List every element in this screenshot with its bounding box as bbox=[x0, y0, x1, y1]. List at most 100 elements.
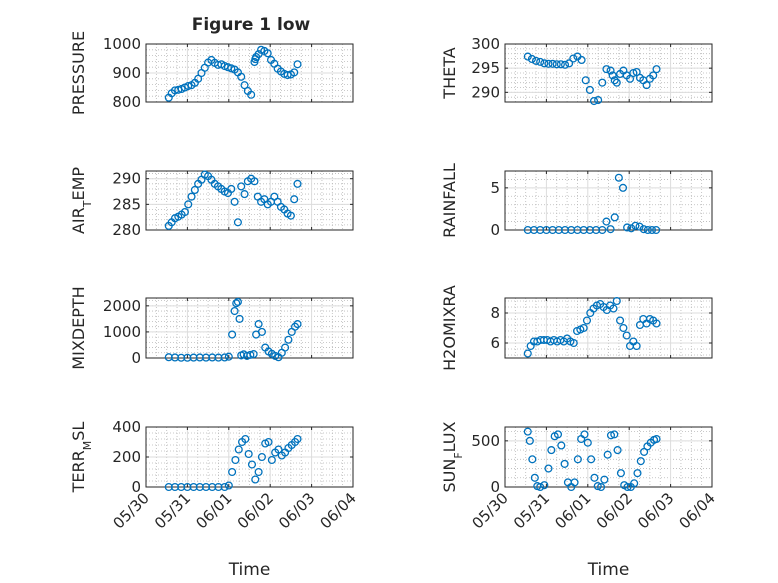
subplot-8: 0500SUNFLUX05/3005/3106/0106/0206/0306/0… bbox=[440, 421, 719, 580]
data-point bbox=[598, 225, 607, 235]
data-point bbox=[630, 479, 639, 488]
data-point bbox=[600, 475, 609, 484]
data-point bbox=[523, 52, 532, 61]
data-point bbox=[250, 177, 259, 186]
data-point bbox=[585, 85, 594, 94]
data-point bbox=[249, 350, 258, 359]
y-tick-label: 200 bbox=[112, 448, 141, 466]
data-point bbox=[577, 55, 586, 64]
axes-box bbox=[504, 43, 713, 103]
data-point bbox=[230, 306, 239, 316]
data-point bbox=[631, 221, 640, 230]
data-point bbox=[579, 323, 588, 333]
y-tick-label: 295 bbox=[471, 59, 500, 77]
data-point bbox=[523, 427, 532, 436]
y-tick-label: 400 bbox=[112, 418, 141, 436]
y-axis-label-main: AIR bbox=[69, 207, 88, 234]
data-point bbox=[652, 225, 661, 235]
data-point bbox=[234, 445, 243, 454]
data-point bbox=[587, 455, 596, 464]
data-point bbox=[293, 434, 302, 444]
data-point bbox=[547, 446, 556, 455]
data-point bbox=[643, 225, 652, 235]
data-point bbox=[244, 449, 253, 459]
data-point bbox=[233, 297, 242, 306]
y-axis-label-subscript: T bbox=[81, 200, 94, 208]
data-point bbox=[240, 190, 249, 199]
data-point bbox=[254, 320, 263, 329]
data-point bbox=[548, 59, 557, 68]
data-point bbox=[610, 213, 619, 222]
y-tick-label: 1000 bbox=[103, 323, 141, 341]
data-point bbox=[274, 445, 283, 454]
data-point bbox=[553, 430, 563, 439]
y-axis-label: RAINFALL bbox=[440, 163, 459, 238]
data-point bbox=[544, 464, 553, 473]
figure-title: Figure 1 low bbox=[192, 15, 311, 35]
axes-box bbox=[504, 426, 713, 488]
data-point bbox=[560, 60, 570, 69]
data-point bbox=[290, 322, 300, 331]
data-point bbox=[530, 473, 539, 482]
subplot-2: 290 295 300 THETA bbox=[440, 35, 713, 106]
y-tick-label: 2000 bbox=[103, 297, 141, 315]
data-point bbox=[247, 90, 256, 99]
data-point bbox=[251, 475, 260, 484]
data-point bbox=[565, 59, 574, 68]
data-point bbox=[284, 335, 293, 344]
data-point bbox=[609, 304, 618, 313]
y-axis-label-rest: EMP bbox=[69, 167, 88, 201]
data-point bbox=[602, 217, 611, 226]
x-axis-label: Time bbox=[587, 560, 630, 580]
data-point bbox=[589, 96, 599, 106]
data-point bbox=[649, 71, 658, 80]
data-point bbox=[224, 481, 233, 490]
y-axis-label: PRESSURE bbox=[69, 31, 88, 115]
data-point bbox=[233, 218, 242, 227]
plot-area bbox=[504, 170, 713, 231]
y-tick-label: 290 bbox=[471, 83, 500, 101]
data-point bbox=[544, 59, 553, 68]
data-point bbox=[606, 431, 616, 440]
data-point bbox=[190, 185, 199, 195]
data-point bbox=[583, 438, 592, 447]
data-point bbox=[257, 327, 266, 336]
data-point bbox=[652, 65, 661, 74]
data-point bbox=[264, 437, 273, 447]
data-point bbox=[531, 56, 541, 65]
data-point bbox=[593, 482, 602, 491]
data-point bbox=[603, 450, 612, 459]
data-point bbox=[286, 211, 295, 220]
data-point bbox=[556, 60, 565, 69]
axes-box bbox=[504, 170, 713, 231]
data-point bbox=[228, 330, 237, 339]
data-point bbox=[293, 179, 302, 188]
subplot-4: 0 5 RAINFALL bbox=[440, 163, 713, 239]
data-point bbox=[598, 78, 607, 87]
data-point bbox=[602, 65, 611, 74]
data-point bbox=[610, 76, 619, 85]
data-point bbox=[240, 81, 249, 90]
data-point bbox=[635, 222, 644, 231]
data-point bbox=[582, 316, 592, 325]
data-point bbox=[627, 224, 636, 233]
data-point bbox=[194, 74, 203, 83]
data-point bbox=[257, 452, 266, 462]
data-point bbox=[569, 338, 578, 348]
y-axis-label: H2OMIXRA bbox=[440, 285, 459, 371]
data-point bbox=[606, 66, 615, 75]
data-point bbox=[632, 67, 641, 77]
data-point bbox=[536, 57, 545, 66]
data-point bbox=[557, 441, 566, 450]
data-point bbox=[647, 225, 657, 235]
y-tick-label: 0 bbox=[490, 478, 500, 496]
data-point bbox=[652, 319, 661, 328]
data-point bbox=[613, 446, 622, 455]
data-point bbox=[625, 74, 635, 83]
data-point bbox=[614, 173, 623, 182]
data-point bbox=[235, 314, 244, 323]
y-axis-label: MIXDEPTH bbox=[69, 286, 88, 369]
y-tick-label: 280 bbox=[112, 221, 141, 239]
data-point bbox=[232, 299, 241, 308]
